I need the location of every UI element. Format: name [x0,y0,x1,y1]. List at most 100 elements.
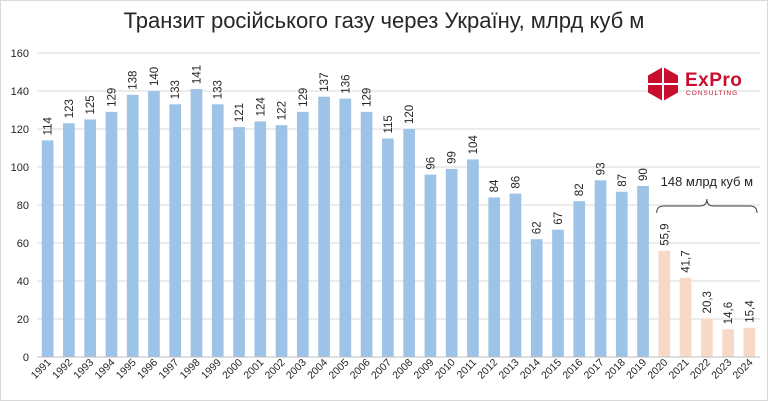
data-label: 99 [447,151,459,164]
data-label: 123 [64,99,76,118]
bar [339,98,352,357]
data-label: 41,7 [681,250,693,272]
x-tick-label: 2024 [730,357,755,382]
bar [84,119,97,357]
y-tick-label: 0 [23,352,29,364]
bar [126,94,139,358]
x-tick-label: 2014 [518,357,543,382]
data-label: 140 [149,67,161,86]
data-label: 86 [510,176,522,189]
x-tick-label: 2018 [603,357,628,382]
bar [318,96,330,357]
y-tick-label: 60 [17,238,29,250]
x-tick-label: 1997 [156,357,181,382]
data-label: 87 [617,174,629,187]
y-tick-label: 80 [17,200,29,212]
x-tick-label: 2010 [433,357,458,382]
data-label: 133 [170,80,182,99]
data-label: 115 [383,115,395,133]
bar [382,138,394,357]
bar [275,125,288,357]
expro-logo-icon [648,67,678,101]
x-tick-label: 1993 [71,357,96,382]
x-tick-label: 2000 [220,357,245,382]
logo-subtitle: CONSULTING [686,90,739,97]
data-label: 62 [532,221,544,234]
data-label: 122 [277,101,289,120]
data-label: 129 [106,88,118,107]
bar [254,121,267,358]
bar [105,111,118,358]
bar [467,159,479,357]
x-tick-label: 2006 [348,357,373,382]
data-label: 93 [596,163,608,176]
data-label: 136 [340,74,352,93]
bar [403,129,415,357]
y-tick-label: 140 [11,86,29,98]
data-label: 137 [319,73,331,92]
bar [722,329,734,357]
x-tick-label: 1994 [93,357,118,382]
bar [530,239,543,357]
expro-logo: ExPro CONSULTING [645,66,760,106]
x-tick-label: 1996 [135,357,160,382]
bar [190,89,203,357]
y-tick-label: 20 [17,314,29,326]
bar [700,318,713,357]
data-label: 125 [85,95,97,114]
data-label: 141 [191,65,203,84]
data-label: 138 [128,71,140,90]
x-tick-label: 2021 [667,357,692,382]
bar [679,277,692,357]
y-tick-label: 100 [11,162,29,174]
bar [509,193,522,357]
x-tick-label: 2004 [305,357,330,382]
bar [658,250,671,357]
bar [445,168,458,357]
bar [637,186,649,357]
bar [41,140,54,357]
bar [488,197,501,357]
annotation-brace [656,198,758,214]
data-label: 133 [213,80,225,99]
x-tick-label: 1999 [199,357,224,382]
data-label: 55,9 [659,223,671,245]
x-tick-label: 2022 [688,357,713,382]
x-tick-label: 2002 [263,357,288,382]
bar [424,174,437,357]
chart-title: Транзит російського газу через Україну, … [123,8,645,33]
data-label: 90 [638,168,650,181]
bar [233,127,245,357]
bar [552,229,564,357]
x-tick-label: 2011 [455,357,480,382]
x-tick-label: 2016 [560,357,585,382]
annotation-label: 148 млрд куб м [661,174,753,189]
data-label: 104 [468,135,480,155]
bar [594,180,607,357]
data-label: 121 [234,103,246,122]
data-label: 14,6 [723,302,735,324]
x-tick-label: 2009 [412,357,437,382]
bar [148,91,160,357]
y-tick-label: 160 [11,48,29,60]
x-tick-label: 2023 [709,357,734,382]
x-tick-label: 2013 [497,357,522,382]
x-tick-label: 2019 [624,357,649,382]
bar [615,191,628,357]
x-tick-label: 2020 [645,357,670,382]
x-tick-label: 1991 [29,357,54,382]
x-tick-label: 2017 [582,357,607,382]
data-label: 129 [362,88,374,107]
x-tick-label: 2015 [539,357,564,382]
bar [169,104,182,357]
data-label: 20,3 [702,291,714,313]
bar [743,327,756,357]
x-tick-label: 1995 [114,357,139,382]
bar [360,111,373,358]
y-tick-label: 40 [17,276,29,288]
data-label: 15,4 [744,300,756,323]
bar [211,104,224,357]
data-label: 67 [553,212,565,225]
y-tick-label: 120 [11,124,29,136]
